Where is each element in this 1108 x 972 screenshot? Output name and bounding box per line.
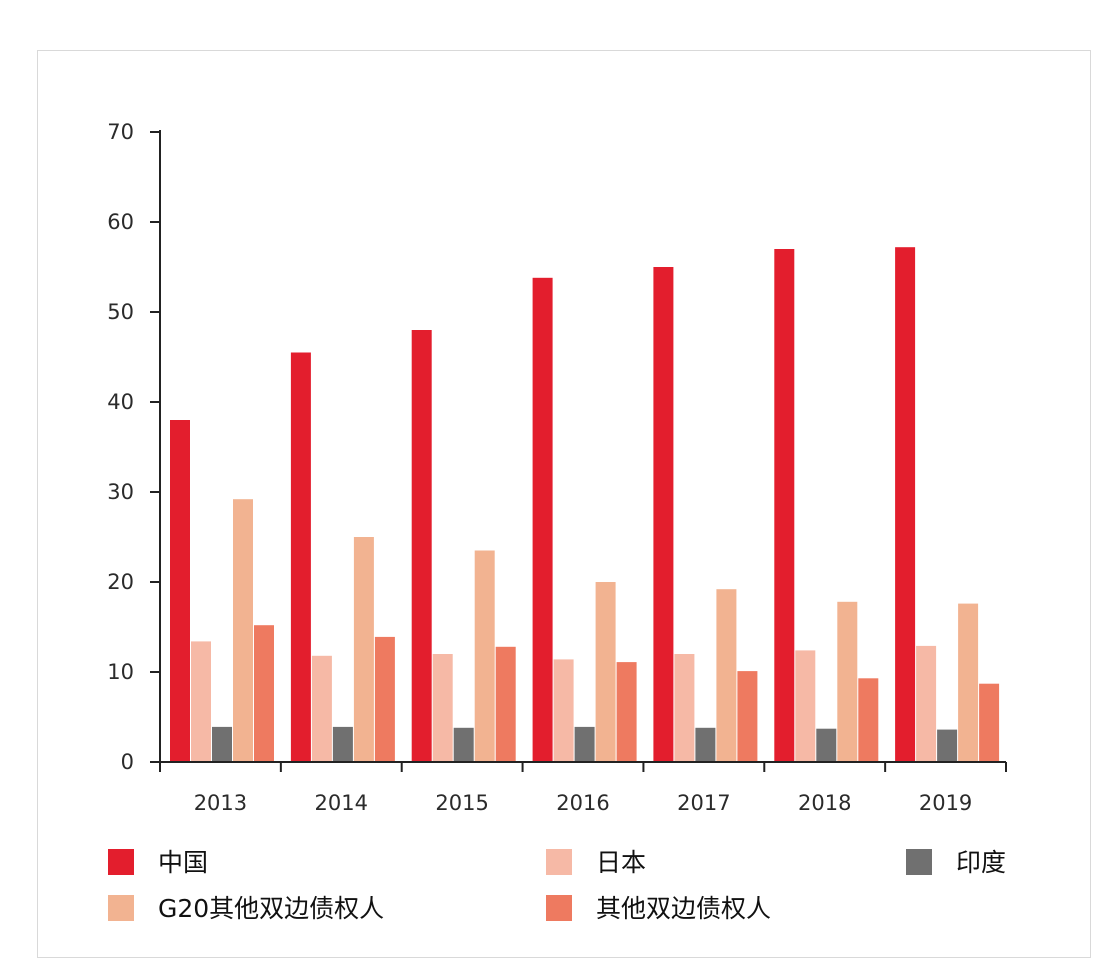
bar-2019-0 (895, 247, 916, 762)
x-tick-label-2014: 2014 (315, 791, 368, 815)
bar-2017-0 (653, 267, 674, 762)
y-tick-label-60: 60 (107, 210, 134, 234)
bar-2017-1 (674, 654, 695, 762)
bar-2017-4 (737, 671, 758, 762)
bar-2013-4 (254, 625, 274, 762)
x-tick-label-2017: 2017 (677, 791, 730, 815)
bar-2016-3 (595, 582, 616, 762)
bar-2019-1 (916, 645, 937, 762)
bar-2016-1 (553, 659, 574, 762)
bar-2017-3 (716, 589, 737, 762)
x-tick-label-2016: 2016 (556, 791, 609, 815)
bar-2019-3 (958, 603, 979, 762)
y-tick-label-70: 70 (107, 120, 134, 144)
bar-2014-3 (353, 537, 374, 762)
bar-2017-2 (695, 727, 716, 762)
bar-2013-1 (191, 641, 211, 762)
bar-2018-1 (795, 650, 816, 762)
legend-swatch-1 (546, 849, 572, 875)
x-tick-label-2019: 2019 (919, 791, 972, 815)
bar-2018-3 (837, 601, 858, 762)
bar-2018-2 (816, 728, 837, 762)
x-tick-label-2015: 2015 (435, 791, 488, 815)
bar-2014-1 (311, 655, 332, 762)
legend-swatch-3 (108, 895, 134, 921)
chart-frame (37, 50, 1091, 958)
bar-2014-0 (290, 352, 311, 762)
legend-swatch-4 (546, 895, 572, 921)
bar-2013-0 (170, 420, 190, 762)
bar-2014-4 (374, 636, 395, 762)
bar-2015-2 (453, 727, 474, 762)
legend-swatch-2 (906, 849, 932, 875)
legend-label-2: 印度 (956, 848, 1006, 877)
bar-2015-4 (495, 646, 516, 762)
x-tick-label-2018: 2018 (798, 791, 851, 815)
y-tick-label-30: 30 (107, 480, 134, 504)
bar-2018-4 (858, 678, 879, 762)
bar-2014-2 (332, 726, 353, 762)
legend: 中国 日本 印度 G20其他双边债权人 其他双边债权人 (108, 848, 1006, 923)
bar-2016-4 (616, 662, 637, 762)
bar-2013-3 (233, 499, 253, 762)
legend-label-1: 日本 (596, 848, 646, 877)
bar-2016-0 (532, 277, 553, 762)
x-tick-label-2013: 2013 (194, 791, 247, 815)
bar-2015-3 (474, 550, 495, 762)
y-tick-label-10: 10 (107, 660, 134, 684)
legend-label-4: 其他双边债权人 (596, 894, 771, 923)
bar-2018-0 (774, 249, 795, 762)
legend-swatch-0 (108, 849, 134, 875)
bar-2016-2 (574, 726, 595, 762)
legend-label-0: 中国 (158, 848, 208, 877)
y-tick-label-50: 50 (107, 300, 134, 324)
axes-layer: 0 10 20 30 40 50 60 70 2013 2014 2015 2016 2017 2018 2… (107, 120, 1007, 815)
y-tick-label-40: 40 (107, 390, 134, 414)
bar-2015-0 (411, 330, 432, 762)
bar-2015-1 (432, 654, 453, 762)
bar-2019-4 (979, 683, 1000, 762)
y-tick-label-20: 20 (107, 570, 134, 594)
legend-label-3: G20其他双边债权人 (158, 894, 384, 923)
bar-2019-2 (937, 729, 958, 762)
y-tick-label-0: 0 (121, 750, 134, 774)
bar-2013-2 (212, 726, 232, 762)
bars-layer (170, 247, 1000, 762)
